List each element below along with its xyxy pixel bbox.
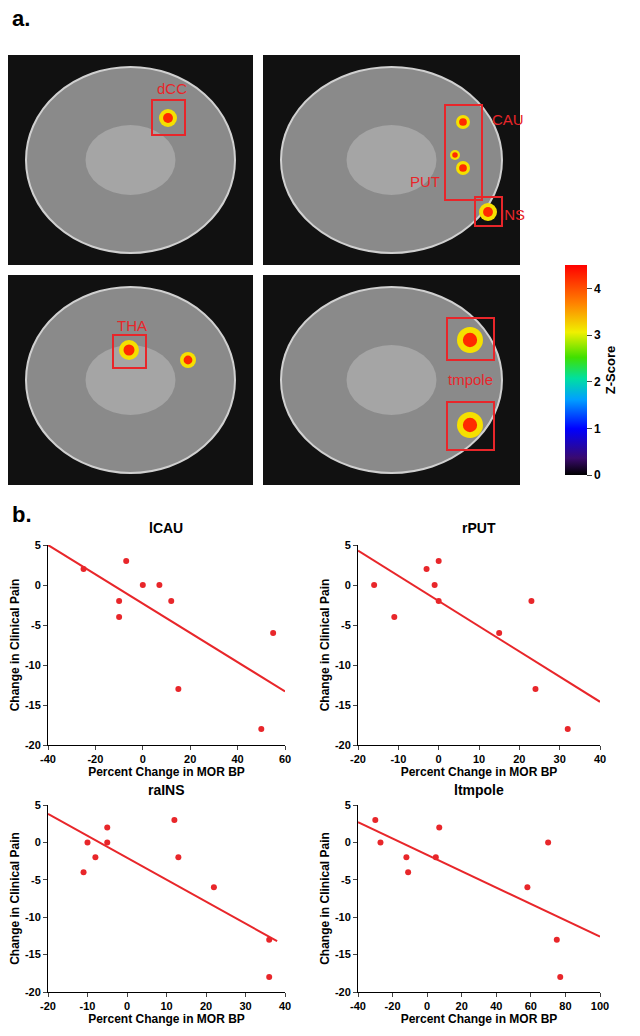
svg-text:0: 0: [124, 1000, 130, 1012]
svg-text:-10: -10: [335, 911, 351, 923]
svg-text:30: 30: [554, 753, 566, 765]
svg-text:-10: -10: [335, 659, 351, 671]
svg-text:-10: -10: [390, 753, 406, 765]
svg-text:THA: THA: [117, 317, 147, 334]
svg-text:Change in Clinical Pain: Change in Clinical Pain: [318, 579, 332, 712]
svg-text:60: 60: [525, 1000, 537, 1012]
svg-text:Z-Score: Z-Score: [603, 346, 618, 394]
svg-text:-20: -20: [25, 739, 41, 751]
svg-text:-20: -20: [385, 1000, 401, 1012]
svg-text:-20: -20: [40, 1000, 56, 1012]
svg-text:10: 10: [473, 753, 485, 765]
svg-text:-15: -15: [25, 948, 41, 960]
svg-text:-20: -20: [25, 986, 41, 998]
svg-text:20: 20: [513, 753, 525, 765]
svg-text:-10: -10: [80, 1000, 96, 1012]
svg-text:0: 0: [35, 579, 41, 591]
svg-text:-5: -5: [31, 874, 41, 886]
svg-text:INS: INS: [500, 206, 525, 223]
svg-text:-40: -40: [40, 753, 56, 765]
svg-text:-5: -5: [341, 619, 351, 631]
svg-text:20: 20: [184, 753, 196, 765]
svg-text:dCC: dCC: [157, 80, 187, 97]
svg-text:Percent Change in MOR BP: Percent Change in MOR BP: [401, 1012, 558, 1026]
svg-text:5: 5: [345, 799, 351, 811]
svg-text:-5: -5: [31, 619, 41, 631]
svg-text:raINS: raINS: [148, 782, 185, 798]
svg-text:2: 2: [594, 375, 601, 389]
svg-text:60: 60: [279, 753, 291, 765]
svg-text:10: 10: [160, 1000, 172, 1012]
svg-text:-10: -10: [25, 659, 41, 671]
svg-text:80: 80: [559, 1000, 571, 1012]
svg-text:-40: -40: [350, 1000, 366, 1012]
svg-text:0: 0: [436, 753, 442, 765]
svg-text:-15: -15: [335, 699, 351, 711]
svg-text:-20: -20: [335, 986, 351, 998]
svg-text:tmpole: tmpole: [448, 371, 493, 388]
svg-text:1: 1: [594, 422, 601, 436]
svg-text:40: 40: [490, 1000, 502, 1012]
svg-text:-15: -15: [335, 948, 351, 960]
svg-text:Percent Change in MOR BP: Percent Change in MOR BP: [88, 1012, 245, 1026]
svg-text:rPUT: rPUT: [462, 520, 496, 536]
svg-text:40: 40: [279, 1000, 291, 1012]
svg-text:-10: -10: [25, 911, 41, 923]
svg-text:0: 0: [35, 836, 41, 848]
svg-text:a.: a.: [12, 6, 30, 31]
svg-text:lCAU: lCAU: [149, 520, 183, 536]
svg-text:20: 20: [456, 1000, 468, 1012]
svg-text:40: 40: [594, 753, 606, 765]
svg-text:40: 40: [231, 753, 243, 765]
svg-text:Percent Change in MOR BP: Percent Change in MOR BP: [88, 765, 245, 779]
svg-text:ltmpole: ltmpole: [454, 782, 504, 798]
svg-text:20: 20: [200, 1000, 212, 1012]
svg-text:-5: -5: [341, 874, 351, 886]
svg-text:CAU: CAU: [492, 111, 524, 128]
svg-text:Percent Change in MOR BP: Percent Change in MOR BP: [401, 765, 558, 779]
svg-text:4: 4: [594, 282, 601, 296]
svg-text:-20: -20: [350, 753, 366, 765]
svg-text:Change in Clinical Pain: Change in Clinical Pain: [318, 832, 332, 965]
svg-text:100: 100: [591, 1000, 609, 1012]
svg-text:3: 3: [594, 328, 601, 342]
svg-text:0: 0: [345, 836, 351, 848]
svg-text:5: 5: [35, 799, 41, 811]
svg-text:-20: -20: [87, 753, 103, 765]
svg-text:Change in Clinical Pain: Change in Clinical Pain: [8, 832, 22, 965]
svg-text:0: 0: [424, 1000, 430, 1012]
svg-text:5: 5: [35, 539, 41, 551]
svg-text:-20: -20: [335, 739, 351, 751]
svg-text:-15: -15: [25, 699, 41, 711]
svg-text:5: 5: [345, 539, 351, 551]
svg-text:Change in Clinical Pain: Change in Clinical Pain: [8, 579, 22, 712]
svg-text:b.: b.: [12, 502, 32, 527]
svg-text:0: 0: [140, 753, 146, 765]
svg-text:0: 0: [594, 468, 601, 482]
svg-text:0: 0: [345, 579, 351, 591]
svg-text:PUT: PUT: [410, 173, 440, 190]
svg-text:30: 30: [239, 1000, 251, 1012]
